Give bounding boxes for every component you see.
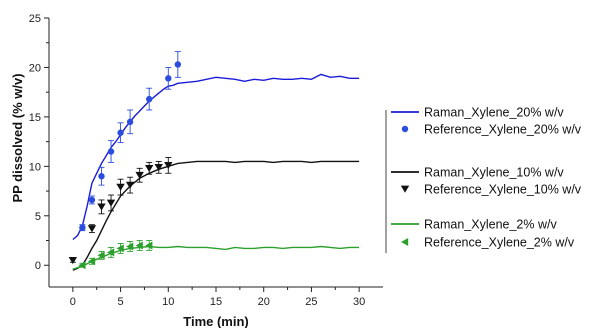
legend-label: Raman_Xylene_2% w/v — [424, 218, 557, 232]
data-point — [88, 196, 96, 204]
legend-swatch-marker — [401, 238, 409, 246]
data-point — [117, 129, 124, 136]
data-point — [116, 244, 124, 253]
legend-label: Reference_Xylene_2% w/v — [424, 236, 575, 250]
data-point — [165, 75, 172, 82]
legend-label: Reference_Xylene_20% w/v — [424, 123, 582, 137]
data-point — [174, 61, 182, 68]
legend-swatch-marker — [401, 125, 409, 133]
data-point — [87, 225, 97, 233]
data-point — [107, 148, 115, 155]
legend-item-6: Reference_Xylene_2% w/v — [401, 236, 575, 250]
data-point — [87, 257, 96, 266]
series-line — [72, 73, 360, 241]
x-tick-label: 5 — [118, 296, 124, 308]
legend-item-5: Raman_Xylene_2% w/v — [391, 218, 557, 232]
data-point — [146, 95, 153, 103]
data-point — [68, 256, 78, 265]
data-point — [79, 224, 86, 231]
series-line — [72, 160, 360, 271]
x-tick-label: 0 — [70, 296, 76, 308]
data-point — [126, 242, 134, 251]
legend-item-2: Reference_Xylene_20% w/v — [401, 123, 582, 137]
y-axis-title: PP dissolved (% w/v) — [10, 73, 25, 202]
y-tick-label: 10 — [29, 161, 41, 173]
data-point — [135, 241, 143, 250]
data-point — [98, 173, 105, 180]
series-2 — [79, 51, 182, 232]
data-point — [145, 241, 153, 250]
data-point — [125, 181, 135, 189]
y-tick-label: 15 — [29, 112, 41, 124]
x-tick-label: 20 — [258, 296, 270, 308]
data-point — [126, 118, 134, 126]
legend-label: Raman_Xylene_10% w/v — [424, 166, 564, 180]
data-point — [107, 248, 115, 257]
data-point — [154, 163, 163, 172]
data-point — [106, 199, 116, 207]
legend-item-3: Raman_Xylene_10% w/v — [391, 166, 564, 180]
legend-item-1: Raman_Xylene_20% w/v — [391, 106, 564, 120]
legend: Raman_Xylene_20% w/v Reference_Xylene_20%… — [385, 106, 582, 253]
x-axis-title: Time (min) — [183, 314, 249, 328]
series-5 — [72, 245, 360, 270]
y-tick-label: 25 — [29, 13, 41, 25]
data-point — [135, 171, 144, 180]
data-point — [97, 251, 105, 260]
data-point — [116, 183, 125, 191]
data-point — [145, 164, 154, 173]
data-point — [164, 161, 173, 170]
data-point — [97, 203, 106, 211]
series-6 — [78, 240, 153, 270]
y-tick-label: 20 — [29, 62, 41, 74]
y-tick-label: 5 — [35, 211, 41, 223]
y-tick-label: 0 — [35, 260, 41, 272]
series-line — [72, 245, 360, 270]
plot-area — [68, 51, 360, 271]
series-3 — [72, 160, 360, 271]
legend-swatch-marker — [400, 185, 410, 193]
legend-label: Reference_Xylene_10% w/v — [424, 183, 582, 197]
data-point — [78, 261, 86, 270]
series-4 — [68, 156, 173, 265]
x-tick-label: 30 — [353, 296, 365, 308]
x-tick-label: 10 — [162, 296, 174, 308]
axes: 0 5 10 15 20 25 30 0 5 10 15 20 25 — [29, 13, 383, 308]
legend-item-4: Reference_Xylene_10% w/v — [400, 183, 582, 197]
x-tick-label: 15 — [210, 296, 222, 308]
x-tick-label: 25 — [305, 296, 317, 308]
series-1 — [72, 73, 360, 241]
legend-label: Raman_Xylene_20% w/v — [424, 106, 564, 120]
